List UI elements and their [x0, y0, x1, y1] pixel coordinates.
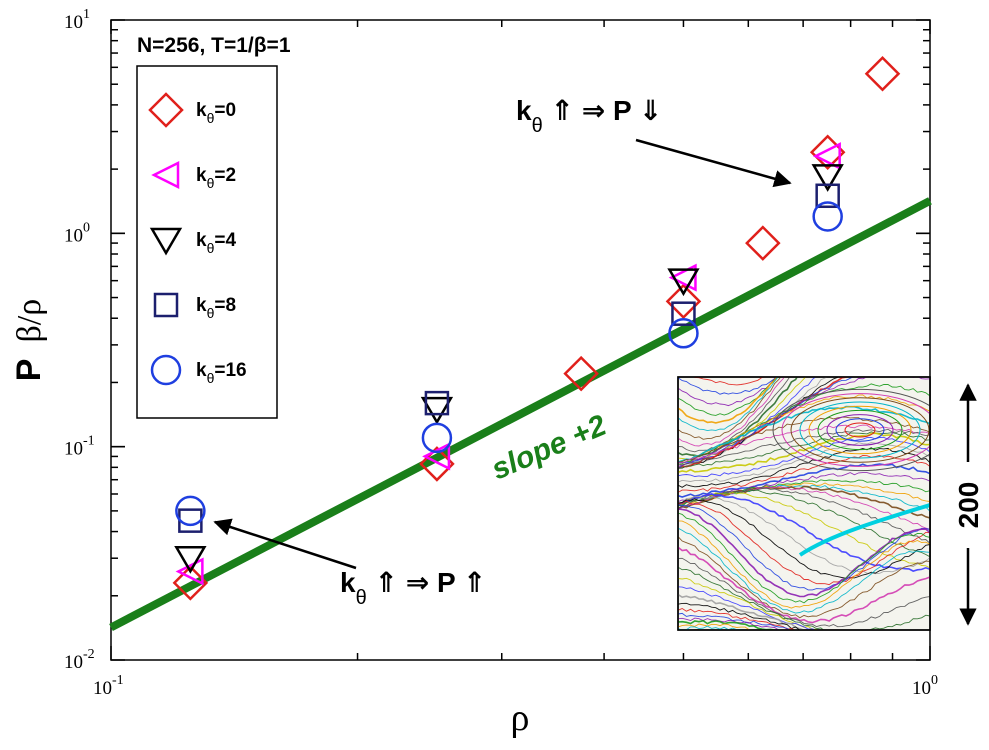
legend-marker-triangle-down [149, 227, 183, 256]
inset-scale-label: 200 [953, 482, 984, 529]
data-point-diamond [665, 283, 702, 320]
data-point-diamond [809, 134, 846, 170]
data-point-triangle-down [667, 268, 700, 297]
data-point-triangle-down [174, 545, 207, 574]
data-point-diamond [172, 565, 209, 601]
inset-contour-image [677, 376, 931, 631]
y-label-main: P [10, 359, 48, 382]
legend-marker-triangle-left [151, 160, 180, 190]
legend-marker-circle [150, 354, 182, 386]
svg-text:kθ ⇑ ⇒ P ⇓: kθ ⇑ ⇒ P ⇓ [516, 95, 662, 137]
y-label-sub: β/ρ [11, 299, 48, 343]
data-point-diamond [563, 355, 599, 392]
data-point-triangle-down [420, 396, 454, 425]
data-point-circle [175, 495, 206, 527]
data-point-diamond [864, 55, 901, 92]
svg-text:P β/ρ: P β/ρ [10, 299, 48, 381]
data-point-triangle-left [422, 442, 451, 471]
x-tick-label: 100 [912, 673, 938, 699]
fit-line [109, 197, 932, 632]
legend-marker-diamond [148, 92, 184, 128]
legend-marker-square [153, 292, 179, 318]
data-point-triangle-left [668, 263, 697, 292]
legend-label: kθ=0 [196, 100, 236, 126]
chart-title: N=256, T=1/β=1 [137, 34, 291, 57]
data-point-triangle-left [175, 557, 204, 586]
data-point-diamond [745, 225, 781, 261]
x-tick-label: 10-1 [93, 673, 124, 699]
legend-label: kθ=16 [196, 360, 247, 386]
data-point-square [815, 183, 840, 209]
svg-text:kθ ⇑ ⇒ P ⇑: kθ ⇑ ⇒ P ⇑ [340, 567, 486, 609]
data-points [172, 55, 901, 601]
data-point-triangle-left [812, 142, 841, 171]
annotation-lower: kθ ⇑ ⇒ P ⇑ [213, 518, 486, 609]
data-point-circle [812, 201, 843, 232]
legend-label: kθ=8 [196, 295, 236, 321]
x-axis-label: ρ [511, 697, 530, 739]
annotation-upper: kθ ⇑ ⇒ P ⇓ [516, 95, 792, 188]
arrow-lower [213, 518, 357, 570]
data-point-diamond [419, 446, 455, 482]
y-tick-label: 10-2 [64, 647, 95, 673]
data-point-square [424, 390, 450, 416]
data-point-circle [668, 318, 699, 349]
y-tick-label: 100 [64, 220, 90, 246]
arrow-upper [635, 138, 792, 188]
y-tick-label: 10-1 [64, 434, 95, 460]
y-axis-label: P β/ρ [10, 299, 48, 381]
legend-label: kθ=2 [196, 165, 236, 191]
data-point-circle [421, 422, 453, 454]
legend-label: kθ=4 [196, 230, 236, 256]
legend: kθ=0 kθ=2 kθ=4 kθ=8 kθ=16 [136, 65, 278, 419]
inset-scale-bar: 200 [953, 383, 984, 626]
data-point-triangle-down [811, 164, 844, 192]
y-tick-label: 101 [64, 7, 90, 33]
data-point-square [671, 301, 696, 326]
